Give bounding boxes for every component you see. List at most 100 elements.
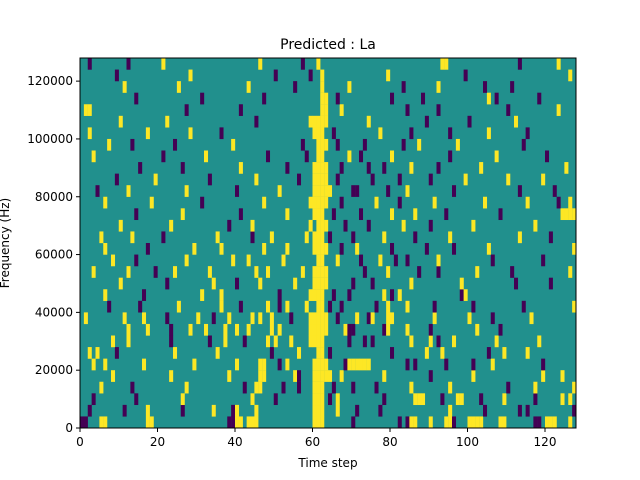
heatmap-cell xyxy=(343,358,348,371)
heatmap-cell xyxy=(250,393,255,406)
heatmap-cell xyxy=(510,266,515,278)
heatmap-cell xyxy=(386,323,391,336)
heatmap-cell xyxy=(134,92,139,105)
heatmap-cell xyxy=(80,416,85,429)
heatmap-cell xyxy=(83,416,88,429)
heatmap-cell xyxy=(149,196,154,209)
heatmap-cell xyxy=(258,58,263,70)
heatmap-cell xyxy=(235,185,240,197)
heatmap-cell xyxy=(351,231,356,244)
heatmap-cell xyxy=(258,277,263,290)
heatmap-cell xyxy=(378,254,383,267)
heatmap-cell xyxy=(316,58,321,70)
heatmap-cell xyxy=(231,416,236,429)
heatmap-cell xyxy=(541,254,546,267)
heatmap-cell xyxy=(95,185,100,197)
heatmap-cell xyxy=(432,196,437,209)
heatmap-cell xyxy=(312,404,317,417)
heatmap-cell xyxy=(560,370,565,382)
heatmap-cell xyxy=(285,208,290,221)
heatmap-cell xyxy=(180,208,185,221)
heatmap-cell xyxy=(304,150,309,163)
heatmap-cell xyxy=(436,104,441,116)
heatmap-cell xyxy=(173,138,178,151)
y-axis: 0 20000 40000 60000 80000 100000 120000 xyxy=(27,74,80,435)
heatmap-cell xyxy=(320,347,325,359)
heatmap-cell xyxy=(316,289,321,301)
heatmap-cell xyxy=(269,323,274,336)
heatmap-cell xyxy=(200,196,205,209)
heatmap-cell xyxy=(428,416,433,429)
heatmap-cell xyxy=(479,416,484,429)
heatmap-cell xyxy=(262,243,267,255)
heatmap-cell xyxy=(269,347,274,359)
heatmap-cell xyxy=(227,219,232,232)
heatmap-cell xyxy=(374,196,379,209)
heatmap-cell xyxy=(378,127,383,140)
heatmap-cell xyxy=(316,115,321,128)
heatmap-cell xyxy=(173,266,178,278)
heatmap-cell xyxy=(308,196,313,209)
heatmap-cell xyxy=(405,104,410,116)
heatmap-cell xyxy=(91,150,96,163)
heatmap-cell xyxy=(87,58,92,70)
heatmap-cell xyxy=(312,162,317,174)
heatmap-cell xyxy=(111,370,116,382)
heatmap-cell xyxy=(436,254,441,267)
heatmap-cell xyxy=(242,335,247,348)
heatmap-cell xyxy=(417,138,422,151)
heatmap-cell xyxy=(490,254,495,267)
heatmap-cell xyxy=(359,150,364,163)
heatmap-cell xyxy=(390,243,395,255)
heatmap-cell xyxy=(455,393,460,406)
heatmap-cell xyxy=(316,312,321,325)
heatmap-cell xyxy=(405,358,410,371)
heatmap-cell xyxy=(235,404,240,417)
heatmap-cell xyxy=(250,312,255,325)
heatmap-cell xyxy=(548,277,553,290)
heatmap-cell xyxy=(316,231,321,244)
heatmap-cell xyxy=(366,219,371,232)
heatmap-cell xyxy=(370,312,375,325)
heatmap-cell xyxy=(223,335,228,348)
heatmap-cell xyxy=(126,58,131,70)
heatmap-cell xyxy=(235,416,240,429)
heatmap-cell xyxy=(297,370,302,382)
heatmap-cell xyxy=(436,162,441,174)
heatmap-cell xyxy=(118,277,123,290)
heatmap-cell xyxy=(409,277,414,290)
heatmap-cell xyxy=(87,104,92,116)
heatmap-cell xyxy=(359,208,364,221)
heatmap-cell xyxy=(471,416,476,429)
heatmap-cell xyxy=(568,69,573,82)
heatmap-cell xyxy=(316,404,321,417)
heatmap-cell xyxy=(111,335,116,348)
heatmap-cell xyxy=(320,92,325,105)
heatmap-cell xyxy=(335,173,340,186)
heatmap-cell xyxy=(355,185,360,197)
heatmap-cell xyxy=(304,231,309,244)
heatmap-cell xyxy=(521,138,526,151)
heatmap-cell xyxy=(572,381,577,394)
heatmap-cell xyxy=(320,335,325,348)
heatmap-cell xyxy=(436,335,441,348)
heatmap-cell xyxy=(211,312,216,325)
heatmap-cell xyxy=(452,416,457,429)
x-tick-label: 60 xyxy=(305,435,320,449)
heatmap-cell xyxy=(448,150,453,163)
heatmap-cell xyxy=(331,381,336,394)
heatmap-cell xyxy=(130,138,135,151)
heatmap-cell xyxy=(312,127,317,140)
heatmap-cells xyxy=(80,58,577,429)
heatmap-cell xyxy=(483,196,488,209)
heatmap-cell xyxy=(548,231,553,244)
heatmap-cell xyxy=(316,416,321,429)
heatmap-cell xyxy=(328,185,333,197)
heatmap-cell xyxy=(324,312,329,325)
heatmap-cell xyxy=(83,104,88,116)
heatmap-cell xyxy=(386,300,391,313)
heatmap-cell xyxy=(122,312,127,325)
heatmap-cell xyxy=(142,358,147,371)
heatmap-cell xyxy=(262,92,267,105)
heatmap-cell xyxy=(405,254,410,267)
